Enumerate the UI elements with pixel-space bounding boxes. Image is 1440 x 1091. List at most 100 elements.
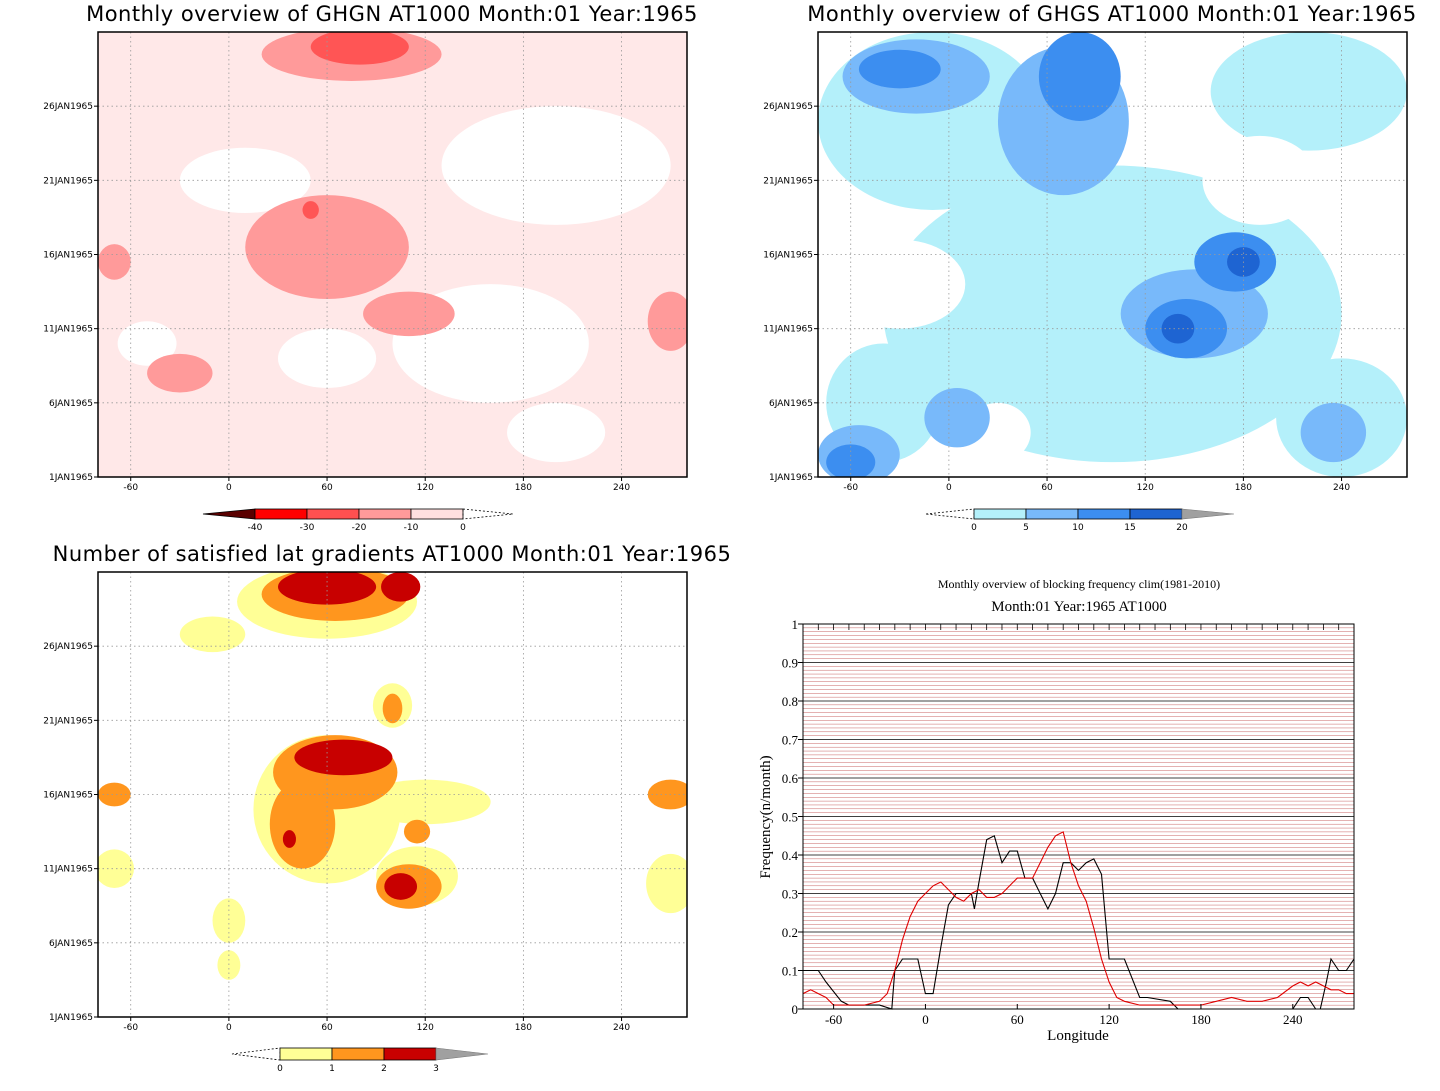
colorbar-label: 15 bbox=[1124, 523, 1135, 533]
blocking-grid bbox=[802, 623, 1355, 1010]
chart-title-lat-gradients: Number of satisfied lat gradients AT1000… bbox=[53, 542, 732, 566]
colorbar-cell bbox=[383, 1047, 437, 1061]
colorbar-cell bbox=[1129, 508, 1183, 520]
field-contour-region bbox=[98, 849, 134, 888]
x-tick-label: 240 bbox=[1333, 483, 1350, 493]
field-contour-region bbox=[277, 328, 377, 389]
field-contour-region bbox=[384, 873, 418, 900]
x-tick-label: 60 bbox=[1011, 1012, 1024, 1027]
x-tick-label: 120 bbox=[1099, 1012, 1119, 1027]
series-line-red bbox=[802, 831, 1354, 1006]
y-tick-label: 26JAN1965 bbox=[43, 642, 93, 652]
x-tick-label: 240 bbox=[613, 483, 630, 493]
ghgn-field bbox=[98, 32, 687, 477]
field-contour-region bbox=[282, 830, 296, 848]
field-contour-region bbox=[269, 779, 336, 869]
field-contour-region bbox=[277, 572, 377, 605]
y-tick-label: 0.5 bbox=[782, 810, 798, 825]
colorbar-cell bbox=[279, 1047, 333, 1061]
lat-gradients-axes: -60 0 60 120 180 240 1JAN1965 6JAN1965 11JAN1965… bbox=[43, 642, 630, 1033]
field-contour-region bbox=[1300, 402, 1367, 463]
field-contour-region bbox=[834, 239, 966, 329]
blocking-axes: -60 0 60 120 180 240 0 0.1 0.2 0.3 0.4 0.5 0.6 0.7 0.8… bbox=[782, 617, 1303, 1027]
x-tick-label: 120 bbox=[417, 483, 434, 493]
lat-gradients-field bbox=[98, 572, 687, 1017]
colorbar-label: 5 bbox=[1023, 523, 1029, 533]
ghgn-colorbar: -40 -30 -20 -10 0 bbox=[202, 508, 514, 533]
field-contour-region bbox=[1161, 313, 1195, 344]
y-tick-label: 16JAN1965 bbox=[763, 251, 813, 261]
y-tick-label: 0.1 bbox=[782, 964, 798, 979]
y-tick-label: 26JAN1965 bbox=[43, 102, 93, 112]
colorbar-label: 20 bbox=[1176, 523, 1188, 533]
y-tick-label: 0.8 bbox=[782, 694, 798, 709]
field-contour-region bbox=[403, 819, 431, 844]
colorbar-cell bbox=[1025, 508, 1079, 520]
panel-lat-gradients: Number of satisfied lat gradients AT1000… bbox=[43, 542, 731, 1074]
field-contour-region bbox=[363, 291, 455, 337]
colorbar-label: -40 bbox=[248, 523, 263, 533]
colorbar-label: 3 bbox=[433, 1064, 439, 1074]
y-tick-label: 1JAN1965 bbox=[769, 473, 813, 483]
colorbar-under-triangle bbox=[231, 1047, 281, 1061]
field-contour-region bbox=[98, 782, 131, 807]
colorbar-cell bbox=[331, 1047, 385, 1061]
field-contour-region bbox=[245, 195, 409, 299]
y-tick-label: 1JAN1965 bbox=[49, 1013, 93, 1023]
y-tick-label: 26JAN1965 bbox=[763, 102, 813, 112]
y-tick-label: 0 bbox=[792, 1002, 799, 1017]
chart-title-ghgs: Monthly overview of GHGS AT1000 Month:01… bbox=[807, 2, 1416, 26]
y-tick-label: 21JAN1965 bbox=[763, 176, 813, 186]
y-tick-label: 0.2 bbox=[782, 925, 798, 940]
field-contour-region bbox=[302, 201, 319, 219]
x-tick-label: 240 bbox=[1283, 1012, 1303, 1027]
colorbar-cell bbox=[254, 508, 308, 520]
x-tick-label: 120 bbox=[417, 1023, 434, 1033]
y-tick-label: 16JAN1965 bbox=[43, 791, 93, 801]
x-tick-label: 0 bbox=[922, 1012, 929, 1027]
y-tick-label: 1 bbox=[792, 617, 799, 632]
lat-gradients-colorbar: 0 1 2 3 bbox=[231, 1047, 489, 1074]
x-tick-label: 60 bbox=[321, 483, 333, 493]
colorbar-cell bbox=[973, 508, 1027, 520]
colorbar-label: -20 bbox=[352, 523, 367, 533]
x-axis-label: Longitude bbox=[1047, 1028, 1109, 1044]
y-tick-label: 21JAN1965 bbox=[43, 176, 93, 186]
colorbar-under-triangle bbox=[925, 508, 975, 520]
field-contour-region bbox=[179, 147, 311, 213]
colorbar-over-triangle bbox=[462, 508, 514, 520]
x-tick-label: -60 bbox=[825, 1012, 842, 1027]
colorbar-label: 10 bbox=[1072, 523, 1084, 533]
field-contour-region bbox=[647, 779, 687, 810]
x-tick-label: 60 bbox=[321, 1023, 333, 1033]
colorbar-label: 0 bbox=[277, 1064, 283, 1074]
y-tick-label: 11JAN1965 bbox=[43, 325, 93, 335]
y-tick-label: 0.7 bbox=[782, 733, 799, 748]
y-tick-label: 0.4 bbox=[782, 848, 799, 863]
field-contour-region bbox=[507, 402, 606, 463]
x-tick-label: 0 bbox=[226, 1023, 232, 1033]
field-contour-region bbox=[294, 739, 393, 776]
colorbar-label: 2 bbox=[381, 1064, 387, 1074]
y-tick-label: 0.3 bbox=[782, 887, 798, 902]
chart-title-blocking: Monthly overview of blocking frequency c… bbox=[938, 577, 1220, 591]
y-tick-label: 6JAN1965 bbox=[49, 939, 93, 949]
field-contour-region bbox=[382, 693, 403, 724]
y-tick-label: 11JAN1965 bbox=[43, 865, 93, 875]
ghgs-field bbox=[818, 32, 1407, 477]
x-tick-label: 240 bbox=[613, 1023, 630, 1033]
field-contour-region bbox=[441, 106, 671, 225]
x-tick-label: 60 bbox=[1041, 483, 1053, 493]
field-contour-region bbox=[647, 291, 687, 351]
field-contour-region bbox=[117, 321, 177, 366]
y-axis-label: Frequency(n/month) bbox=[758, 755, 774, 878]
y-tick-label: 16JAN1965 bbox=[43, 251, 93, 261]
x-tick-label: 120 bbox=[1137, 483, 1154, 493]
x-tick-label: 180 bbox=[515, 483, 532, 493]
y-tick-label: 6JAN1965 bbox=[49, 399, 93, 409]
colorbar-cell bbox=[410, 508, 464, 520]
x-tick-label: 180 bbox=[1235, 483, 1252, 493]
colorbar-over-triangle bbox=[435, 1047, 489, 1061]
colorbar-label: -30 bbox=[300, 523, 315, 533]
